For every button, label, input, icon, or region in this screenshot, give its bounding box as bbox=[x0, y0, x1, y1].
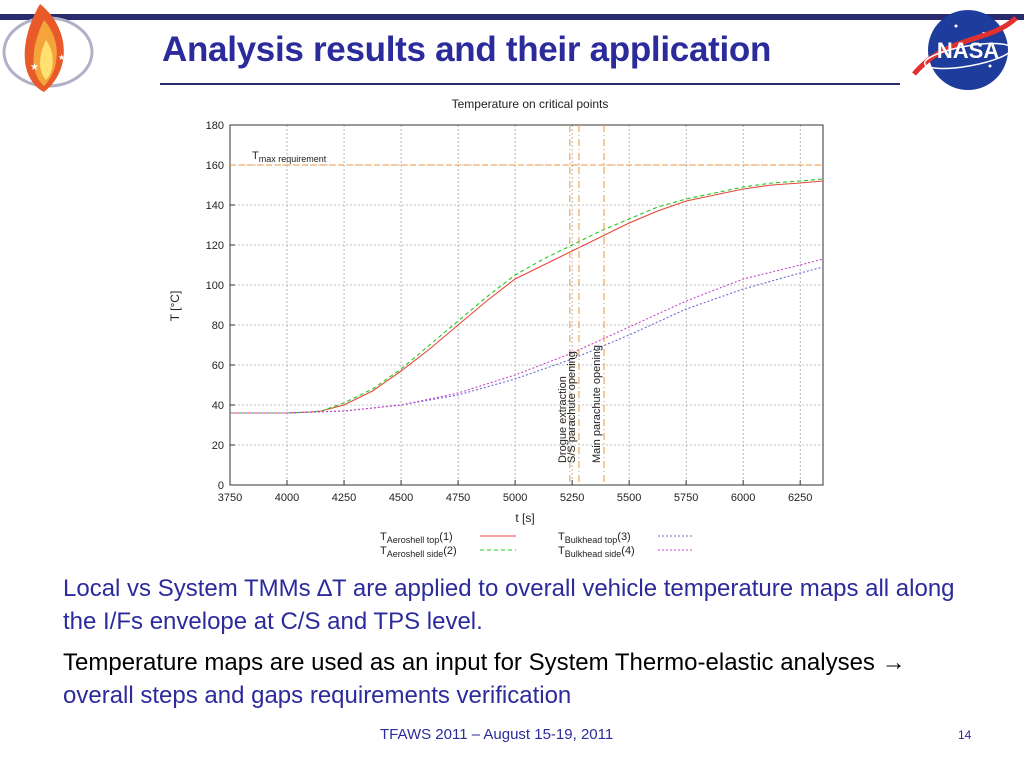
paragraph-local-vs-system: Local vs System TMMs ∆T are applied to o… bbox=[63, 575, 955, 635]
svg-text:★: ★ bbox=[58, 53, 65, 62]
y-tick-label: 180 bbox=[206, 120, 224, 132]
nasa-logo-icon: NASA bbox=[912, 10, 1018, 90]
x-tick-label: 5250 bbox=[560, 492, 584, 504]
series-line-4 bbox=[230, 258, 824, 414]
x-tick-label: 4750 bbox=[446, 492, 470, 504]
nasa-logo-text: NASA bbox=[937, 38, 999, 63]
legend-label-1: TAeroshell top(1) bbox=[380, 531, 453, 545]
x-tick-label: 6000 bbox=[731, 492, 755, 504]
series-line-1 bbox=[230, 180, 824, 414]
y-tick-label: 80 bbox=[212, 320, 224, 332]
footer-event: TFAWS 2011 – August 15-19, 2011 bbox=[380, 726, 614, 743]
legend-label-2: TAeroshell side(2) bbox=[380, 545, 457, 559]
y-tick-label: 160 bbox=[206, 160, 224, 172]
legend-label-3: TBulkhead top(3) bbox=[558, 531, 631, 545]
paragraph-verification-text: overall steps and gaps requirements veri… bbox=[63, 682, 572, 709]
x-axis-label: t [s] bbox=[515, 511, 534, 525]
series-line-3 bbox=[230, 266, 824, 414]
y-tick-label: 0 bbox=[218, 480, 224, 492]
x-tick-label: 4000 bbox=[275, 492, 299, 504]
x-tick-label: 4500 bbox=[389, 492, 413, 504]
chart-svg: Temperature on critical points 3750 4000 4… bbox=[168, 97, 824, 559]
paragraph-temperature-maps-text: Temperature maps are used as an input fo… bbox=[63, 649, 906, 676]
event-label: Main parachute opening bbox=[591, 345, 603, 463]
svg-text:★: ★ bbox=[30, 62, 39, 73]
y-tick-label: 100 bbox=[206, 280, 224, 292]
event-label: Drogue extraction bbox=[557, 376, 569, 463]
y-tick-label: 60 bbox=[212, 360, 224, 372]
y-tick-label: 120 bbox=[206, 240, 224, 252]
x-tick-label: 4250 bbox=[332, 492, 356, 504]
page-number: 14 bbox=[958, 728, 972, 742]
requirement-label: Tmax requirement bbox=[252, 150, 327, 164]
y-tick-label: 140 bbox=[206, 200, 224, 212]
y-tick-label: 40 bbox=[212, 400, 224, 412]
slide-title: Analysis results and their application bbox=[162, 30, 772, 69]
y-tick-label: 20 bbox=[212, 440, 224, 452]
x-tick-label: 5500 bbox=[617, 492, 641, 504]
legend-label-4: TBulkhead side(4) bbox=[558, 545, 635, 559]
x-tick-label: 6250 bbox=[788, 492, 812, 504]
y-axis-label: T [°C] bbox=[168, 291, 182, 322]
x-tick-label: 5000 bbox=[503, 492, 527, 504]
conference-logo-icon: ★ ★ bbox=[2, 4, 94, 92]
event-label: S/S parachute opening bbox=[566, 351, 578, 463]
chart-title: Temperature on critical points bbox=[452, 97, 609, 111]
x-tick-label: 5750 bbox=[674, 492, 698, 504]
temperature-chart: Temperature on critical points 3750 4000 4… bbox=[160, 90, 860, 560]
paragraph-temperature-maps: Temperature maps are used as an input fo… bbox=[63, 646, 963, 712]
x-tick-label: 3750 bbox=[218, 492, 242, 504]
plot-frame bbox=[229, 124, 824, 486]
title-underline bbox=[160, 83, 900, 85]
title-bar-stripe bbox=[0, 14, 1024, 20]
series-line-2 bbox=[230, 178, 824, 414]
